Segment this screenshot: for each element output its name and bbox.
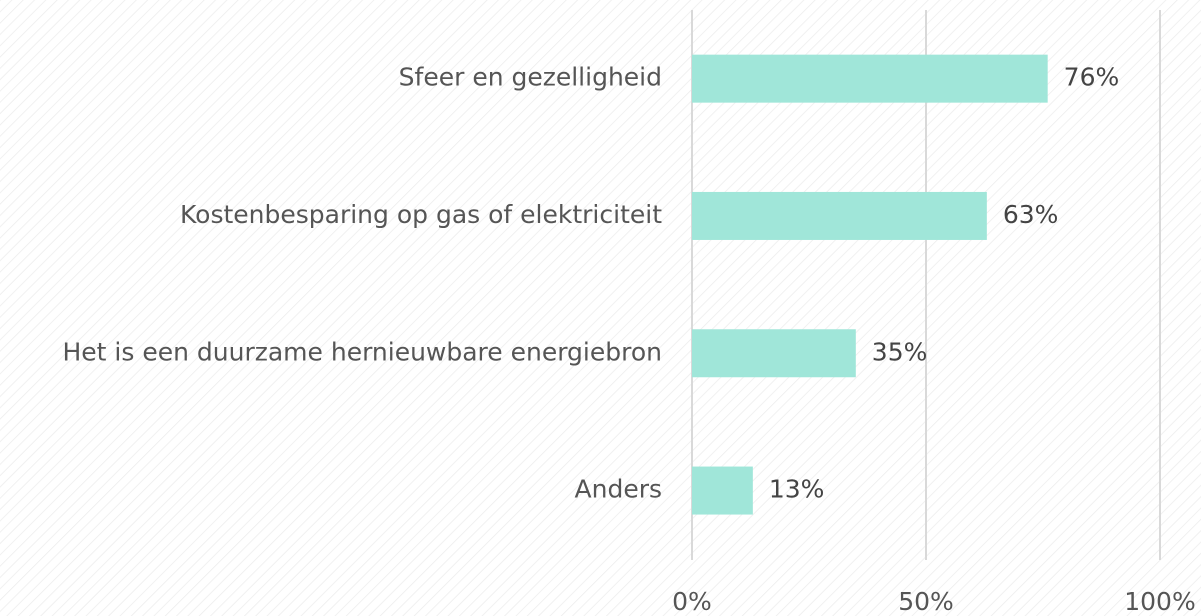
bar	[692, 466, 753, 515]
value-label: 63%	[1003, 200, 1059, 229]
x-tick-label: 0%	[672, 587, 712, 616]
category-label: Kostenbesparing op gas of elektriciteit	[180, 200, 662, 229]
category-label: Het is een duurzame hernieuwbare energie…	[62, 337, 662, 366]
value-label: 13%	[769, 475, 825, 504]
bar	[692, 191, 987, 240]
category-label: Anders	[575, 475, 663, 504]
category-label: Sfeer en gezelligheid	[399, 63, 662, 92]
bar	[692, 54, 1048, 103]
x-tick-label: 100%	[1124, 587, 1195, 616]
bar	[692, 329, 856, 378]
value-label: 76%	[1064, 63, 1120, 92]
value-label: 35%	[872, 337, 928, 366]
x-tick-label: 50%	[898, 587, 954, 616]
